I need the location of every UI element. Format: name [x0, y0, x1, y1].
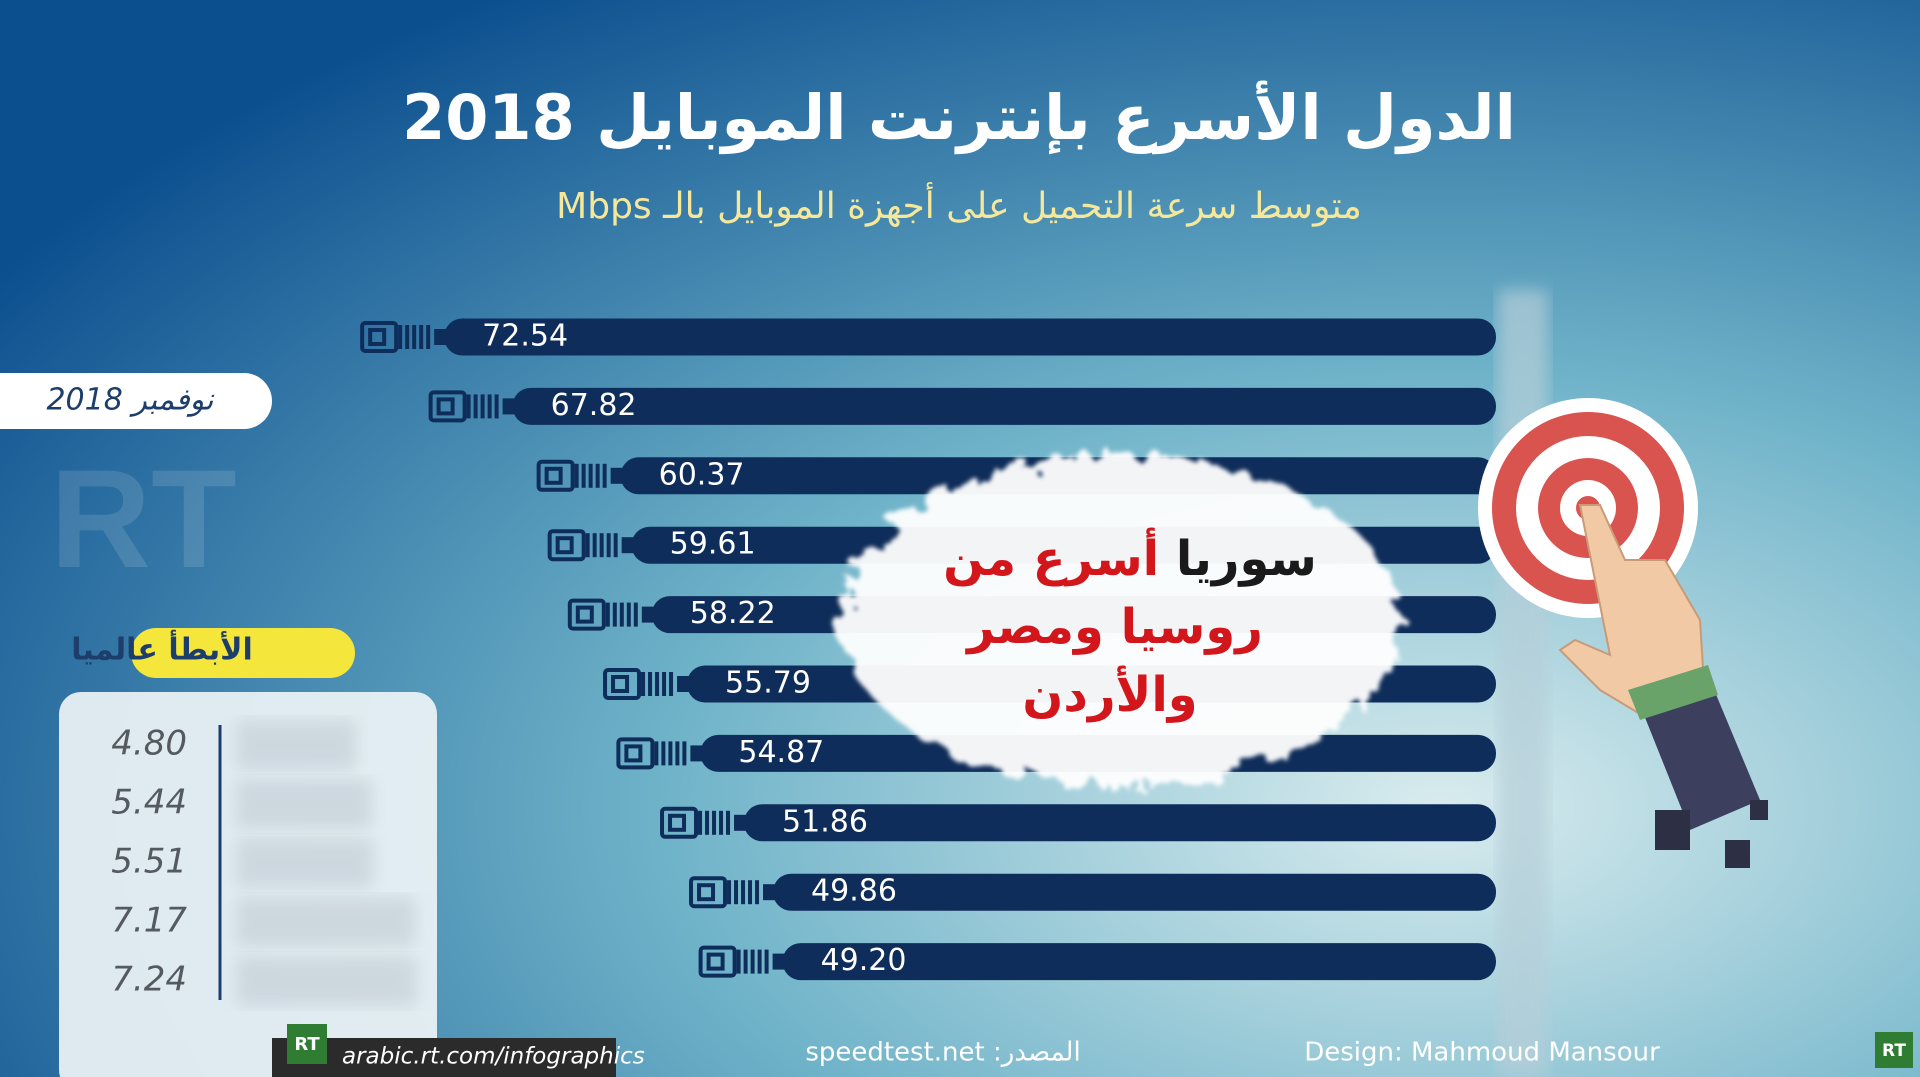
- rt-logo-box: [287, 1024, 327, 1064]
- plug-tip: [697, 883, 716, 902]
- callout-word: أسرع من: [943, 527, 1159, 587]
- plug-neck: [677, 676, 692, 692]
- plug-body: [660, 806, 699, 839]
- value-label: 58.22: [690, 596, 776, 631]
- website-box: [272, 1038, 616, 1077]
- callout-line: والأردن: [1022, 665, 1197, 723]
- bar: [236, 838, 374, 888]
- date-text: نوفمبر 2018: [46, 383, 215, 418]
- pixel: [1655, 810, 1690, 850]
- plug-tip: [706, 952, 725, 971]
- plug-body: [698, 945, 737, 978]
- plug-neck: [610, 467, 625, 484]
- rt-logo: RT: [1882, 1041, 1906, 1061]
- value-label: 55.79: [725, 666, 811, 701]
- bar: [512, 387, 1496, 425]
- plug-tip: [368, 328, 387, 346]
- plug-body: [603, 668, 642, 700]
- plug-neck: [763, 884, 778, 901]
- slow-title: الأبطأ عالميا: [71, 630, 252, 668]
- plug-body: [616, 737, 655, 770]
- plug-neck: [502, 398, 517, 415]
- value-label: 59.61: [670, 527, 756, 562]
- chart-title: الدول الأسرع بإنترنت الموبايل 2018: [402, 80, 1516, 154]
- bar: [444, 318, 1496, 356]
- blurred-column: [1498, 290, 1548, 1077]
- bar: [236, 779, 372, 829]
- value-label: 67.82: [551, 388, 637, 423]
- value-label: 72.54: [482, 319, 568, 354]
- value-label: 4.80: [111, 724, 187, 764]
- value-label: 51.86: [782, 804, 868, 839]
- rt-watermark: RT: [50, 440, 237, 597]
- value-label: 5.51: [111, 842, 187, 882]
- bar: [773, 873, 1496, 911]
- plug-neck: [772, 953, 787, 970]
- plug-body: [360, 321, 399, 353]
- plug-tip: [668, 813, 687, 832]
- rt-logo: RT: [294, 1034, 320, 1055]
- slow-group: 4.80 5.44 5.51 7.17 7.24: [59, 692, 437, 1077]
- value-label: 49.20: [821, 943, 907, 978]
- sleeve: [1640, 680, 1760, 830]
- bar: [236, 956, 417, 1006]
- plug-body: [536, 459, 575, 492]
- pixel: [1725, 840, 1750, 868]
- plug-neck: [621, 537, 636, 554]
- slow-badge: [131, 628, 355, 678]
- callout-line: سوريا أسرع من: [943, 527, 1317, 587]
- bar: [236, 720, 356, 770]
- plug-neck: [690, 745, 705, 762]
- bar: [744, 804, 1496, 842]
- callout-word: سوريا: [1176, 531, 1317, 587]
- value-label: 60.37: [659, 457, 745, 492]
- plug-body: [567, 598, 606, 631]
- plug-tip: [544, 466, 563, 485]
- plug-tip: [436, 397, 455, 416]
- cuff: [1628, 665, 1718, 720]
- plug-tip: [555, 536, 574, 555]
- plug-neck: [641, 606, 656, 623]
- callout: سوريا أسرع من روسيا ومصر والأردن: [840, 455, 1400, 785]
- callout-line: روسيا ومصر: [965, 599, 1263, 655]
- plug-tip: [611, 675, 630, 693]
- value-label: 54.87: [738, 735, 824, 770]
- source: المصدر: speedtest.net: [805, 1038, 1080, 1068]
- date-badge: [0, 373, 272, 429]
- pixel: [1750, 800, 1768, 820]
- credit: Design: Mahmoud Mansour: [1304, 1038, 1660, 1068]
- website: arabic.rt.com/infographics: [342, 1044, 645, 1070]
- chart-subtitle: متوسط سرعة التحميل على أجهزة الموبايل با…: [556, 182, 1362, 227]
- bar: [782, 943, 1496, 981]
- value-label: 5.44: [111, 783, 187, 823]
- plug-tip: [575, 605, 594, 624]
- plug-neck: [434, 329, 449, 345]
- bar: [236, 897, 416, 947]
- plug-body: [547, 529, 586, 562]
- rt-logo-box: [1875, 1032, 1913, 1068]
- value-label: 7.24: [111, 960, 187, 1000]
- plug-neck: [734, 814, 749, 831]
- value-label: 7.17: [111, 901, 187, 941]
- plug-body: [689, 876, 728, 909]
- target-icon: [1478, 398, 1768, 868]
- value-label: 49.86: [811, 874, 897, 909]
- plug-tip: [624, 744, 643, 763]
- plug-body: [428, 390, 467, 423]
- callout-cloud: [840, 455, 1400, 785]
